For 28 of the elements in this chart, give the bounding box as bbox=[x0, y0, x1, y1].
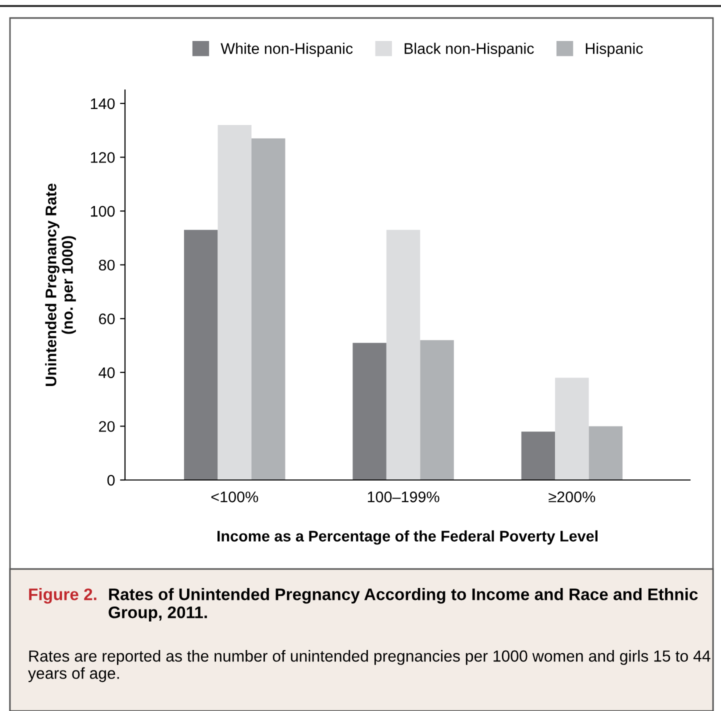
text: Rates are reported as the number of unintended pregnancies per 1000 women and girls 15 to 44 years of age. bbox=[28, 650, 710, 682]
text: Rates of Unintended Pregnancy According to Income and Race and Ethnic Group, 2011. bbox=[108, 588, 698, 622]
bar bbox=[386, 230, 420, 480]
y-tick-label: 20 bbox=[99, 421, 115, 432]
bar bbox=[218, 124, 252, 480]
y-tick-label: 120 bbox=[90, 152, 115, 163]
y-tick-label: 40 bbox=[98, 367, 115, 378]
x-tick-label: 100–199% bbox=[368, 492, 440, 502]
bar bbox=[588, 426, 623, 480]
legend-label: Black non-Hispanic bbox=[404, 42, 534, 57]
legend-label: White non-Hispanic bbox=[220, 42, 353, 57]
bar bbox=[352, 342, 386, 480]
text: Figure 2. bbox=[29, 588, 96, 604]
y-axis-title: Unintended Pregnancy Rate (no. per 1000) bbox=[45, 184, 76, 386]
bar bbox=[184, 230, 218, 480]
y-tick-label: 0 bbox=[107, 474, 115, 486]
x-tick-label: ≥200% bbox=[548, 492, 596, 502]
bar bbox=[555, 378, 589, 480]
legend-label: Hispanic bbox=[586, 42, 643, 57]
bar bbox=[521, 432, 556, 480]
y-tick-label: 100 bbox=[90, 206, 115, 217]
bar bbox=[251, 138, 286, 480]
y-tick-label: 80 bbox=[98, 260, 115, 271]
x-tick-label: <100% bbox=[211, 492, 258, 502]
x-axis-title: Income as a Percentage of the Federal Poverty Level bbox=[217, 530, 598, 545]
bar bbox=[420, 340, 454, 480]
y-tick-label: 60 bbox=[99, 313, 115, 324]
y-tick-label: 140 bbox=[90, 98, 115, 110]
